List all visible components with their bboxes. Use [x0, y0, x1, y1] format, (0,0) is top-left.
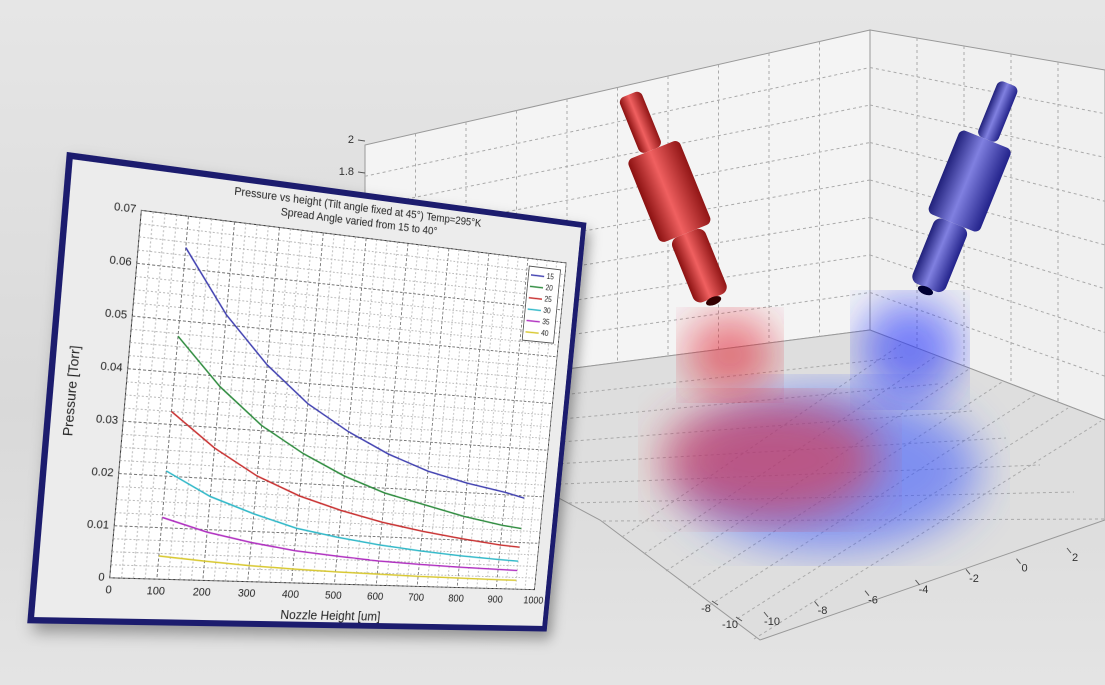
x-tick-label: 600 — [366, 591, 383, 603]
y-tick-label: 0.03 — [95, 413, 118, 427]
x-tick-label: 700 — [408, 592, 425, 604]
x-tick-label: 0 — [105, 584, 112, 597]
x-tick-label: -8 — [818, 605, 828, 617]
x-tick — [965, 569, 971, 575]
y-tick-label: 0.05 — [104, 307, 127, 322]
blue-nozzle — [912, 81, 1018, 296]
legend-label: 15 — [546, 272, 555, 281]
red-jet — [685, 315, 775, 395]
x-tick-label: 800 — [448, 593, 465, 605]
x-tick-label: 1000 — [523, 595, 544, 607]
y-tick — [735, 616, 743, 622]
wall-grid-line — [364, 67, 871, 177]
x-tick-label: 500 — [324, 590, 342, 602]
x-tick-label: 200 — [192, 586, 211, 599]
wall-grid-line — [869, 254, 1105, 333]
chart-panel: Pressure vs height (Tilt angle fixed at … — [27, 152, 586, 632]
y-tick-label: 0.07 — [113, 201, 136, 216]
y-tick-label: 0 — [98, 571, 105, 584]
x-tick-label: 400 — [281, 589, 299, 601]
z-tick — [357, 139, 366, 142]
z-tick-label: 2 — [348, 134, 354, 146]
x-tick-label: 100 — [146, 585, 165, 598]
red-plume — [660, 400, 880, 520]
y-tick-label: 0.04 — [100, 360, 123, 374]
x-tick-label: -4 — [919, 584, 929, 596]
x-tick — [915, 579, 920, 586]
z-tick — [357, 171, 366, 174]
x-tick-label: -6 — [868, 595, 878, 607]
y-axis-label: Pressure [Torr] — [60, 345, 83, 437]
wall-grid-line — [869, 217, 1105, 290]
x-tick-label: -2 — [969, 573, 979, 585]
wall-grid-line — [364, 104, 871, 208]
legend-label: 35 — [542, 318, 551, 327]
x-tick — [864, 590, 870, 596]
legend-label: 40 — [541, 329, 550, 338]
chart: Pressure vs height (Tilt angle fixed at … — [27, 152, 586, 632]
x-tick-label: 900 — [487, 594, 503, 606]
x-axis-label: Nozzle Height [um] — [280, 607, 381, 624]
wall-grid-line — [869, 67, 1105, 115]
x-tick-label: 2 — [1072, 552, 1078, 564]
z-tick-label: 1.8 — [339, 166, 354, 178]
x-tick — [1066, 547, 1072, 554]
legend-label: 20 — [545, 284, 554, 293]
red-nozzle — [619, 91, 727, 306]
y-tick-label: -10 — [722, 619, 738, 631]
x-tick-label: -10 — [764, 616, 780, 628]
wall-grid-line — [869, 179, 1105, 246]
blue-jet — [860, 300, 960, 400]
x-tick — [814, 601, 819, 607]
plot-area — [110, 210, 566, 589]
legend-label: 25 — [544, 295, 553, 304]
y-tick-label: -8 — [701, 603, 711, 615]
y-tick — [711, 600, 719, 606]
x-tick-label: 0 — [1021, 563, 1027, 575]
x-tick — [763, 611, 769, 618]
legend-label: 30 — [543, 306, 552, 315]
x-tick — [1016, 558, 1021, 564]
y-tick-label: 0.06 — [109, 254, 132, 269]
y-tick-label: 0.02 — [91, 466, 114, 480]
y-tick-label: 0.01 — [86, 518, 109, 531]
x-tick-label: 300 — [237, 587, 256, 599]
